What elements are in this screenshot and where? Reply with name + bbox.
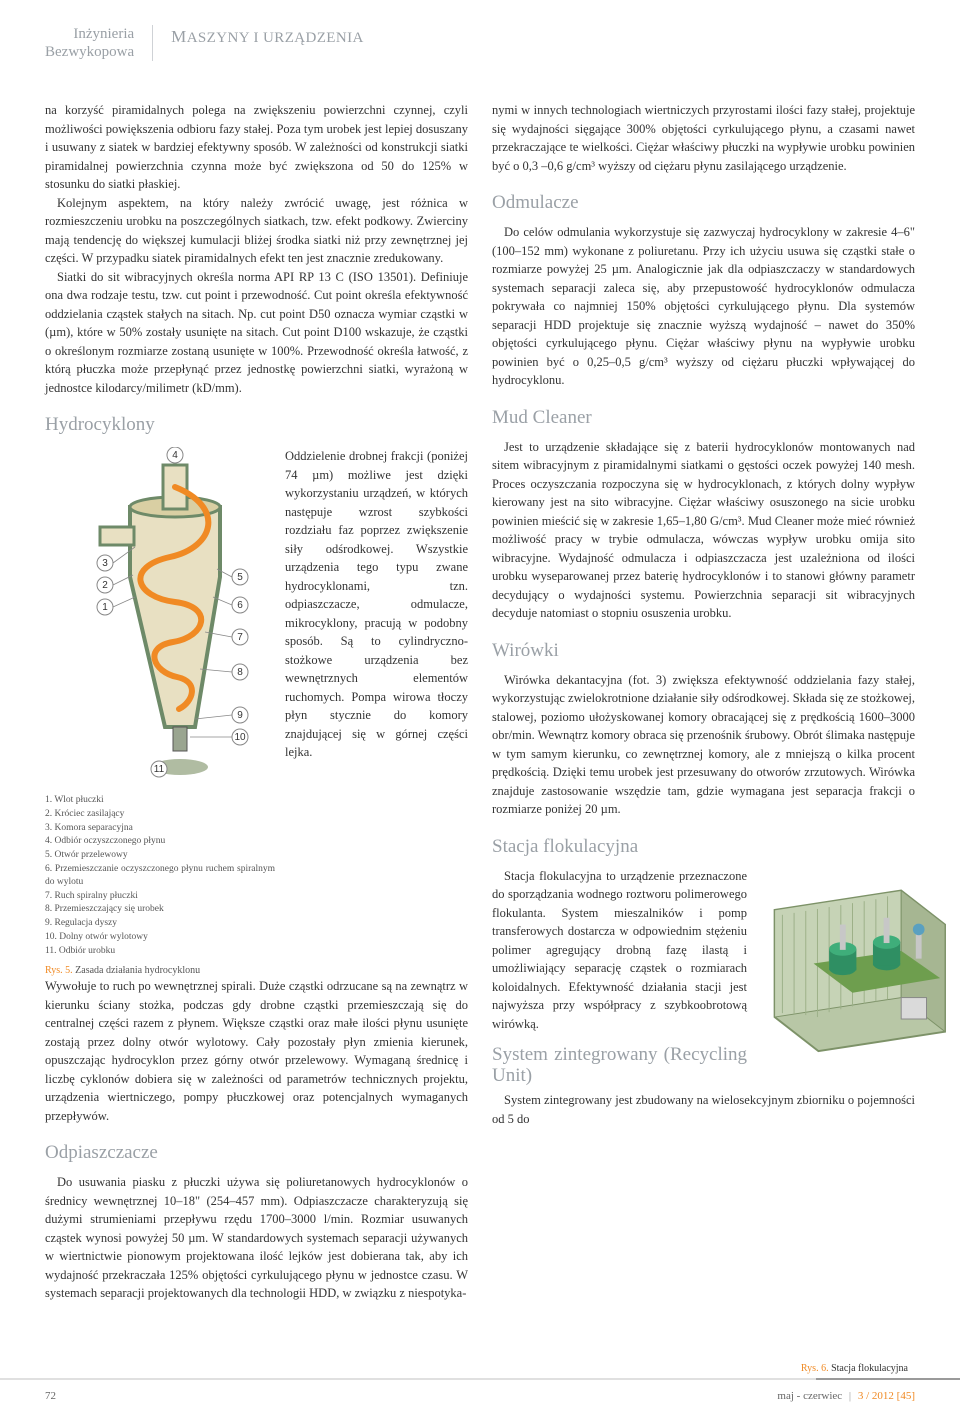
svg-text:11: 11 <box>154 764 165 775</box>
figure-5-caption-text: Zasada działania hydrocyklonu <box>73 965 200 976</box>
flokulacyjna-heading: Stacja flokulacyjna <box>492 833 915 861</box>
right-column: nymi w innych technologiach wiertniczych… <box>492 101 915 1303</box>
footer-sep: | <box>845 1390 855 1402</box>
section-rest: aszyny i urządzenia <box>187 30 364 46</box>
legend-item: 1. Wlot płuczki <box>45 794 275 807</box>
section-title: Maszyny i urządzenia <box>171 25 364 47</box>
right-continuation: nymi w innych technologiach wiertniczych… <box>492 101 915 175</box>
figure-6-number: Rys. 6. <box>801 1363 829 1374</box>
odmulacze-text: Do celów odmulania wykorzystuje się zazw… <box>492 223 915 390</box>
page-footer: 72 maj - czerwiec | 3 / 2012 [45] <box>0 1374 960 1420</box>
svg-text:4: 4 <box>172 450 178 461</box>
footer-bar: 72 maj - czerwiec | 3 / 2012 [45] <box>45 1390 915 1402</box>
footer-issue: 3 / 2012 [45] <box>858 1390 915 1402</box>
svg-text:1: 1 <box>102 602 108 613</box>
hydro-side-text: Oddzielenie drobnej frakcji (poniżej 74 … <box>285 447 468 977</box>
odpiaszczacze-text: Do usuwania piasku z płuczki używa się p… <box>45 1173 468 1303</box>
figure-6-caption: Rys. 6. Stacja flokulacyjna <box>801 1363 908 1374</box>
legend-item: 9. Regulacja dyszy <box>45 917 275 930</box>
footer-rule <box>0 1378 960 1380</box>
svg-text:10: 10 <box>234 732 246 743</box>
svg-text:2: 2 <box>102 580 108 591</box>
figure-5-legend: 1. Wlot płuczki 2. Króciec zasilający 3.… <box>45 794 275 958</box>
wirowki-heading: Wirówki <box>492 637 915 665</box>
wirowki-text: Wirówka dekantacyjna (fot. 3) zwiększa e… <box>492 671 915 819</box>
legend-item: 8. Przemieszczający się urobek <box>45 903 275 916</box>
svg-text:9: 9 <box>237 710 243 721</box>
svg-text:6: 6 <box>237 600 243 611</box>
mud-cleaner-heading: Mud Cleaner <box>492 404 915 432</box>
hydrocyclone-diagram-icon: 1 2 3 4 5 6 7 8 9 10 11 <box>45 447 275 787</box>
system-text: System zintegrowany jest zbudowany na wi… <box>492 1091 915 1128</box>
odpiaszczacze-heading: Odpiaszczacze <box>45 1139 468 1167</box>
figure-5-block: 1 2 3 4 5 6 7 8 9 10 11 <box>45 447 468 977</box>
legend-item: 6. Przemieszczanie oczyszczonego płynu r… <box>45 863 275 889</box>
legend-item: 11. Odbiór urobku <box>45 945 275 958</box>
legend-item: 3. Komora separacyjna <box>45 822 275 835</box>
left-p3: Siatki do sit wibracyjnych określa norma… <box>45 268 468 398</box>
footer-month: maj - czerwiec <box>777 1390 842 1402</box>
left-column: na korzyść piramidalnych polega na zwięk… <box>45 101 468 1303</box>
flokulacyjna-block: Stacja flokulacyjna to urządzenie przezn… <box>492 867 915 1034</box>
odmulacze-heading: Odmulacze <box>492 189 915 217</box>
page-number: 72 <box>45 1390 56 1402</box>
left-p2: Kolejnym aspektem, na który należy zwróc… <box>45 194 468 268</box>
legend-item: 5. Otwór przelewowy <box>45 849 275 862</box>
figure-5-caption: Rys. 5. Zasada działania hydrocyklonu <box>45 964 275 978</box>
footer-center: maj - czerwiec | 3 / 2012 [45] <box>777 1390 915 1402</box>
mud-cleaner-text: Jest to urządzenie składające się z bate… <box>492 438 915 623</box>
content-columns: na korzyść piramidalnych polega na zwięk… <box>0 61 960 1303</box>
hydro-after-text: Wywołuje to ruch po wewnętrznej spirali.… <box>45 977 468 1125</box>
magazine-title: Inżynieria Bezwykopowa <box>45 25 134 61</box>
svg-text:7: 7 <box>237 632 243 643</box>
section-initial: M <box>171 27 187 46</box>
svg-text:8: 8 <box>237 667 243 678</box>
figure-5-diagram: 1 2 3 4 5 6 7 8 9 10 11 <box>45 447 275 977</box>
flocculation-station-icon <box>755 871 950 1056</box>
left-intro: na korzyść piramidalnych polega na zwięk… <box>45 101 468 194</box>
magazine-line2: Bezwykopowa <box>45 43 134 61</box>
figure-6-caption-text: Stacja flokulacyjna <box>829 1363 908 1374</box>
svg-text:3: 3 <box>102 558 108 569</box>
page-header: Inżynieria Bezwykopowa Maszyny i urządze… <box>0 0 960 61</box>
legend-item: 2. Króciec zasilający <box>45 808 275 821</box>
header-separator <box>152 25 153 61</box>
svg-text:5: 5 <box>237 572 243 583</box>
legend-item: 10. Dolny otwór wylotowy <box>45 931 275 944</box>
magazine-line1: Inżynieria <box>45 25 134 43</box>
legend-item: 7. Ruch spiralny płuczki <box>45 890 275 903</box>
legend-item: 4. Odbiór oczyszczonego płynu <box>45 835 275 848</box>
hydrocyklony-heading: Hydrocyklony <box>45 411 468 439</box>
figure-5-number: Rys. 5. <box>45 965 73 976</box>
